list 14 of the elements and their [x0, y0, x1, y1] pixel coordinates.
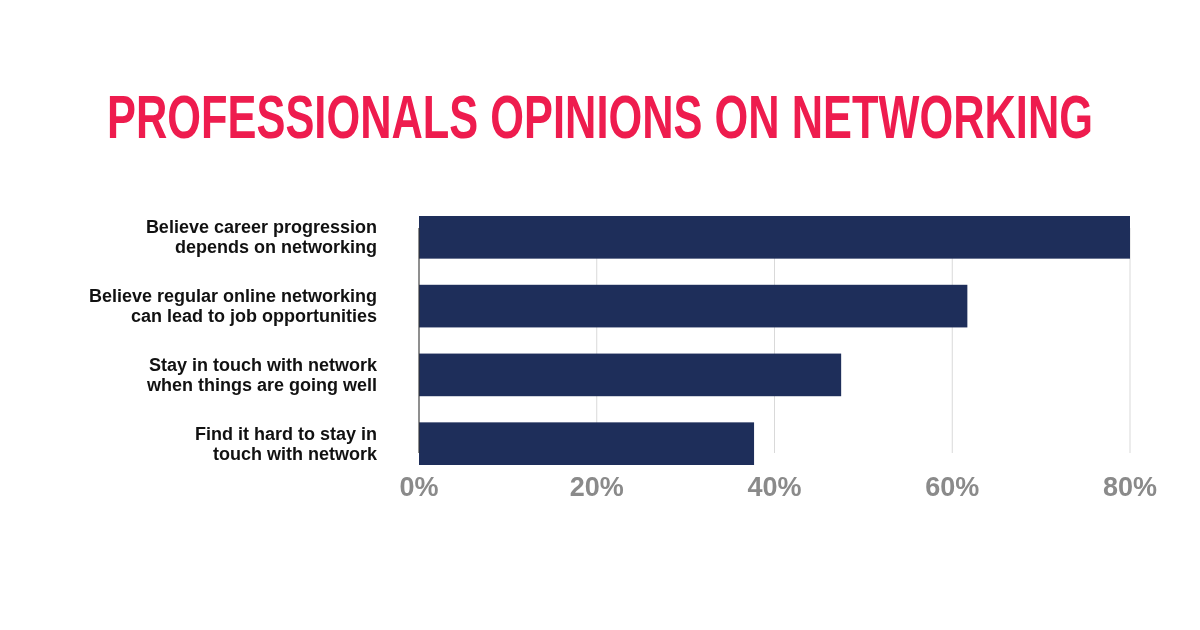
bar	[419, 284, 968, 328]
x-tick-label: 80%	[1102, 472, 1158, 502]
x-tick-label: 20%	[569, 472, 624, 502]
bar	[419, 353, 842, 397]
chart-title: PROFESSIONALS OPINIONS ON NETWORKING	[107, 82, 1093, 151]
x-tick-label: 40%	[747, 472, 802, 502]
bar	[419, 216, 1130, 259]
y-tick-label: Stay in touch with network when things are going well	[145, 354, 378, 395]
y-tick-label: Believe regular online networking can lead to job opportunities	[88, 286, 377, 327]
bar	[419, 422, 755, 465]
y-tick-label: Believe career progression depends on networking	[145, 217, 377, 258]
x-tick-label: 60%	[925, 472, 980, 502]
x-tick-label: 0%	[399, 472, 439, 502]
y-tick-label: Find it hard to stay in touch with network	[194, 423, 378, 464]
